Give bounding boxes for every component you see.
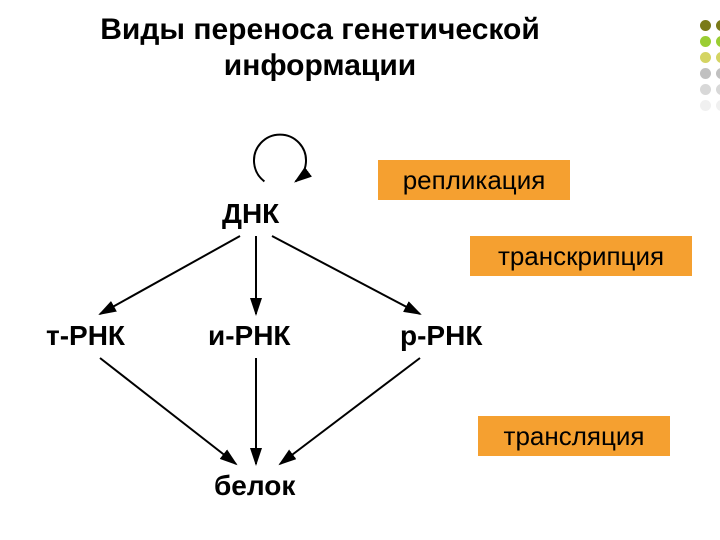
slide-title: Виды переноса генетической информации [0, 12, 640, 84]
node-mrna: и-РНК [208, 320, 291, 352]
decorative-dot [700, 68, 711, 79]
decorative-dot [716, 68, 720, 79]
decorative-dot [716, 100, 720, 111]
decorative-dot [700, 52, 711, 63]
title-line2: информации [224, 49, 416, 82]
node-dnk: ДНК [222, 198, 279, 230]
decorative-dot [716, 20, 720, 31]
decorative-dot [716, 84, 720, 95]
label-replication-text: репликация [403, 165, 546, 196]
node-protein-text: белок [214, 470, 295, 501]
label-replication: репликация [378, 160, 570, 200]
decorative-dot [700, 84, 711, 95]
label-transcription-text: транскрипция [498, 241, 664, 272]
node-mrna-text: и-РНК [208, 320, 291, 351]
decorative-dot [716, 36, 720, 47]
node-trna: т-РНК [46, 320, 125, 352]
node-dnk-text: ДНК [222, 198, 279, 229]
label-transcription: транскрипция [470, 236, 692, 276]
node-protein: белок [214, 470, 295, 502]
label-translation: трансляция [478, 416, 670, 456]
node-rrna-text: р-РНК [400, 320, 482, 351]
node-rrna: р-РНК [400, 320, 482, 352]
decorative-dot [716, 52, 720, 63]
decorative-dot [700, 36, 711, 47]
decorative-dot [700, 100, 711, 111]
node-trna-text: т-РНК [46, 320, 125, 351]
title-line1: Виды переноса генетической [100, 13, 540, 46]
label-translation-text: трансляция [504, 421, 645, 452]
decorative-dot [700, 20, 711, 31]
